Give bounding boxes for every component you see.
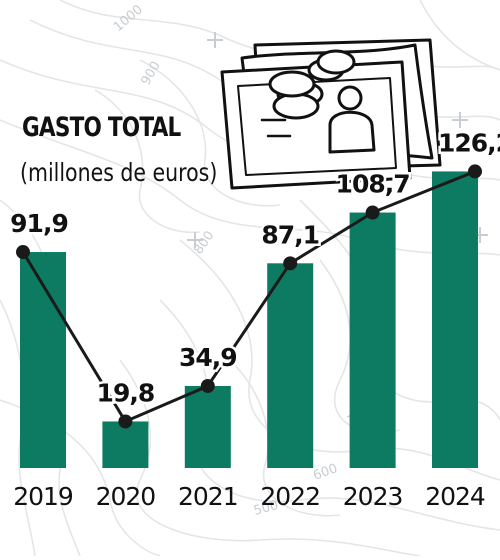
marker-2023 <box>365 205 380 220</box>
contour-label: 500 <box>252 498 280 519</box>
bar-2019 <box>20 252 66 468</box>
cross-marker <box>207 32 223 48</box>
x-tick-label-2024: 2024 <box>425 482 485 511</box>
money-bills-coins-icon <box>220 38 442 190</box>
value-label-2024: 126,2 <box>438 128 500 157</box>
contour-label: 1000 <box>111 2 146 35</box>
contour-label: 900 <box>138 59 163 88</box>
trend-line <box>21 170 476 424</box>
bar-2020 <box>102 421 149 468</box>
bar-2023 <box>349 212 396 468</box>
map-markers <box>187 32 488 248</box>
chart-subtitle: (millones de euros) <box>20 158 218 187</box>
marker-2022 <box>283 256 298 271</box>
cross-marker <box>452 112 468 128</box>
value-label-2019: 91,9 <box>10 209 68 238</box>
cross-marker <box>187 232 203 248</box>
x-tick-label-2020: 2020 <box>96 482 156 511</box>
value-label-2022: 87,1 <box>261 220 319 249</box>
marker-2021 <box>200 378 215 393</box>
marker-2019 <box>16 245 30 260</box>
value-label-2020: 19,8 <box>97 378 155 407</box>
x-tick-label-2019: 2019 <box>13 482 73 511</box>
contour-label: 600 <box>311 461 339 484</box>
x-tick-label-2021: 2021 <box>178 482 238 511</box>
marker-2024 <box>468 164 482 179</box>
x-tick-label-2022: 2022 <box>260 482 320 511</box>
bar-2024 <box>432 171 478 468</box>
value-label-2023: 108,7 <box>336 170 410 199</box>
bar-2021 <box>184 385 231 468</box>
marker-2020 <box>118 414 133 429</box>
x-tick-label-2023: 2023 <box>343 482 403 511</box>
value-label-2021: 34,9 <box>179 343 237 372</box>
bar-2022 <box>267 263 314 468</box>
chart-title: GASTO TOTAL <box>22 112 181 143</box>
